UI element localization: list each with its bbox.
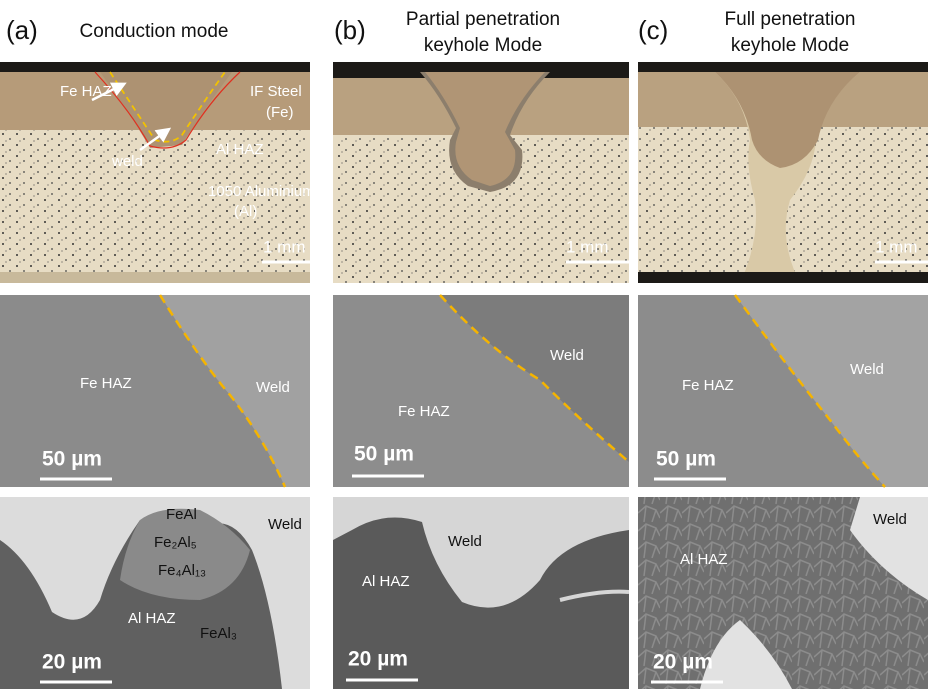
label: Weld (550, 347, 584, 364)
label: Al HAZ (362, 573, 410, 590)
label: Weld (268, 516, 302, 533)
macrograph: 1 mm (638, 62, 928, 283)
macrograph: 1 mm (333, 62, 629, 283)
scale-bar-label: 50 µm (354, 443, 414, 466)
label: Fe HAZ (398, 403, 450, 420)
column-title: Partial penetration (406, 9, 560, 30)
label: Al HAZ (680, 551, 728, 568)
label: Fe HAZ (682, 377, 734, 394)
micrograph: Fe HAZ Weld 50 µm (638, 295, 928, 487)
label: Fe₄Al₁₃ (158, 562, 206, 579)
label: Al HAZ (216, 141, 264, 158)
figure: (a) Conduction mode (b) Partial penetrat… (0, 0, 928, 689)
scale-bar-label: 1 mm (566, 237, 609, 256)
label: (Fe) (266, 104, 294, 121)
macrograph: Fe HAZ IF Steel (Fe) weld Al HAZ 1050 Al… (0, 62, 315, 283)
label: Fe HAZ (80, 375, 132, 392)
label: Fe HAZ (60, 83, 112, 100)
scale-bar-label: 50 µm (656, 448, 716, 471)
scale-bar-label: 1 mm (263, 237, 306, 256)
scale-bar-label: 20 µm (348, 648, 408, 671)
label: Weld (256, 379, 290, 396)
column-title: Conduction mode (80, 21, 229, 42)
label: Fe₂Al₅ (154, 534, 197, 551)
scale-bar-label: 50 µm (42, 448, 102, 471)
label: (Al) (234, 203, 257, 220)
label: weld (111, 153, 143, 170)
label: IF Steel (250, 83, 302, 100)
label: Al HAZ (128, 610, 176, 627)
micrograph: Fe HAZ Weld 50 µm (0, 295, 310, 487)
panel-label: (c) (638, 15, 668, 45)
scale-bar-label: 20 µm (653, 651, 713, 674)
column-title: keyhole Mode (424, 35, 542, 56)
label: FeAl (166, 506, 197, 523)
micrograph: FeAl Fe₂Al₅ Fe₄Al₁₃ Weld Al HAZ FeAl₃ 20… (0, 497, 310, 689)
column-title: Full penetration (725, 9, 856, 30)
label: FeAl₃ (200, 625, 237, 642)
column-title: keyhole Mode (731, 35, 849, 56)
micrograph: Weld Al HAZ 20 µm (638, 497, 928, 689)
micrograph: Weld Al HAZ 20 µm (333, 497, 629, 689)
panel-label: (a) (6, 15, 38, 45)
scale-bar-label: 1 mm (875, 237, 918, 256)
label: Weld (873, 511, 907, 528)
scale-bar-label: 20 µm (42, 651, 102, 674)
panel-label: (b) (334, 15, 366, 45)
label: Weld (850, 361, 884, 378)
label: 1050 Aluminium (208, 183, 315, 200)
label: Weld (448, 533, 482, 550)
micrograph: Weld Fe HAZ 50 µm (333, 295, 629, 487)
